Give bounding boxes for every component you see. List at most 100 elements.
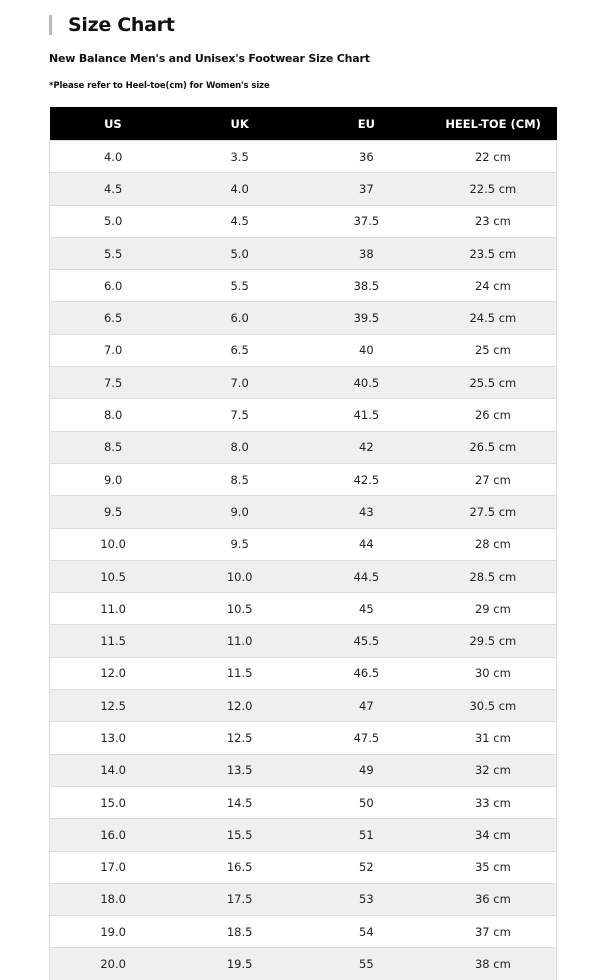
table-cell: 40 — [303, 333, 430, 367]
table-cell: 42 — [303, 430, 430, 464]
column-header: UK — [176, 107, 303, 141]
table-cell: 14.0 — [49, 753, 177, 787]
table-cell: 52 — [303, 850, 430, 884]
table-cell: 44 — [303, 527, 430, 561]
table-row: 9.5 9.0 43 27.5 cm — [49, 495, 557, 529]
table-cell: 16.5 — [176, 850, 303, 884]
table-cell: 38 cm — [429, 947, 557, 980]
table-row: 12.5 12.0 47 30.5 cm — [49, 689, 557, 722]
table-cell: 49 — [303, 753, 430, 787]
table-cell: 12.5 — [49, 689, 177, 722]
table-cell: 5.0 — [49, 204, 177, 238]
table-row: 6.5 6.0 39.5 24.5 cm — [49, 301, 557, 335]
table-cell: 19.5 — [176, 947, 303, 980]
table-cell: 46.5 — [303, 656, 430, 690]
table-cell: 16.0 — [49, 818, 177, 852]
table-cell: 7.0 — [176, 366, 303, 399]
table-cell: 35 cm — [429, 850, 557, 884]
table-row: 7.5 7.0 40.5 25.5 cm — [49, 366, 557, 399]
table-cell: 34 cm — [429, 818, 557, 852]
table-cell: 53 — [303, 882, 430, 916]
table-cell: 6.0 — [49, 269, 177, 302]
title-accent-bar — [49, 15, 52, 35]
table-cell: 9.0 — [49, 462, 177, 496]
table-cell: 15.5 — [176, 818, 303, 852]
table-cell: 20.0 — [49, 947, 177, 980]
column-header: US — [49, 107, 177, 141]
table-row: 19.0 18.5 54 37 cm — [49, 915, 557, 948]
table-cell: 7.0 — [49, 333, 177, 367]
table-cell: 4.0 — [49, 139, 177, 173]
table-cell: 25.5 cm — [429, 366, 557, 399]
table-cell: 45.5 — [303, 624, 430, 658]
table-cell: 30.5 cm — [429, 689, 557, 722]
table-row: 11.0 10.5 45 29 cm — [49, 592, 557, 625]
table-cell: 29.5 cm — [429, 624, 557, 658]
table-row: 14.0 13.5 49 32 cm — [49, 753, 557, 787]
table-row: 8.0 7.5 41.5 26 cm — [49, 398, 557, 432]
table-cell: 44.5 — [303, 559, 430, 593]
table-cell: 11.5 — [49, 624, 177, 658]
table-cell: 12.5 — [176, 721, 303, 755]
table-row: 4.5 4.0 37 22.5 cm — [49, 172, 557, 206]
table-row: 18.0 17.5 53 36 cm — [49, 882, 557, 916]
table-cell: 31 cm — [429, 721, 557, 755]
table-cell: 7.5 — [176, 398, 303, 432]
table-row: 16.0 15.5 51 34 cm — [49, 818, 557, 852]
page-title: Size Chart — [68, 14, 175, 36]
table-cell: 11.5 — [176, 656, 303, 690]
table-cell: 27 cm — [429, 462, 557, 496]
table-cell: 47.5 — [303, 721, 430, 755]
table-cell: 28 cm — [429, 527, 557, 561]
table-cell: 10.0 — [176, 559, 303, 593]
table-row: 20.0 19.5 55 38 cm — [49, 947, 557, 980]
table-cell: 12.0 — [49, 656, 177, 690]
table-cell: 51 — [303, 818, 430, 852]
table-cell: 15.0 — [49, 785, 177, 819]
table-row: 9.0 8.5 42.5 27 cm — [49, 462, 557, 496]
table-row: 6.0 5.5 38.5 24 cm — [49, 269, 557, 302]
table-cell: 17.5 — [176, 882, 303, 916]
table-cell: 37 — [303, 172, 430, 206]
table-cell: 28.5 cm — [429, 559, 557, 593]
table-cell: 9.0 — [176, 495, 303, 529]
table-cell: 36 — [303, 139, 430, 173]
table-cell: 26.5 cm — [429, 430, 557, 464]
table-cell: 6.5 — [49, 301, 177, 335]
table-row: 17.0 16.5 52 35 cm — [49, 850, 557, 884]
table-cell: 25 cm — [429, 333, 557, 367]
table-header-row: US UK EU HEEL-TOE (CM) — [49, 107, 557, 141]
table-cell: 5.5 — [49, 236, 177, 270]
table-cell: 54 — [303, 915, 430, 948]
table-cell: 41.5 — [303, 398, 430, 432]
table-cell: 38 — [303, 236, 430, 270]
table-cell: 11.0 — [176, 624, 303, 658]
table-cell: 36 cm — [429, 882, 557, 916]
table-row: 13.0 12.5 47.5 31 cm — [49, 721, 557, 755]
table-cell: 22.5 cm — [429, 172, 557, 206]
table-cell: 4.5 — [49, 172, 177, 206]
table-row: 11.5 11.0 45.5 29.5 cm — [49, 624, 557, 658]
table-cell: 9.5 — [176, 527, 303, 561]
table-row: 5.5 5.0 38 23.5 cm — [49, 236, 557, 270]
table-row: 8.5 8.0 42 26.5 cm — [49, 430, 557, 464]
table-cell: 29 cm — [429, 592, 557, 625]
womens-size-note: *Please refer to Heel-toe(cm) for Women'… — [49, 81, 270, 91]
table-row: 5.0 4.5 37.5 23 cm — [49, 204, 557, 238]
page-title-block: Size Chart — [49, 12, 175, 38]
table-cell: 11.0 — [49, 592, 177, 625]
table-cell: 45 — [303, 592, 430, 625]
table-cell: 10.0 — [49, 527, 177, 561]
table-cell: 43 — [303, 495, 430, 529]
table-cell: 55 — [303, 947, 430, 980]
table-row: 12.0 11.5 46.5 30 cm — [49, 656, 557, 690]
table-cell: 14.5 — [176, 785, 303, 819]
table-cell: 37 cm — [429, 915, 557, 948]
table-cell: 37.5 — [303, 204, 430, 238]
table-cell: 4.0 — [176, 172, 303, 206]
table-cell: 5.5 — [176, 269, 303, 302]
table-cell: 40.5 — [303, 366, 430, 399]
table-cell: 18.0 — [49, 882, 177, 916]
table-row: 10.5 10.0 44.5 28.5 cm — [49, 559, 557, 593]
table-cell: 9.5 — [49, 495, 177, 529]
